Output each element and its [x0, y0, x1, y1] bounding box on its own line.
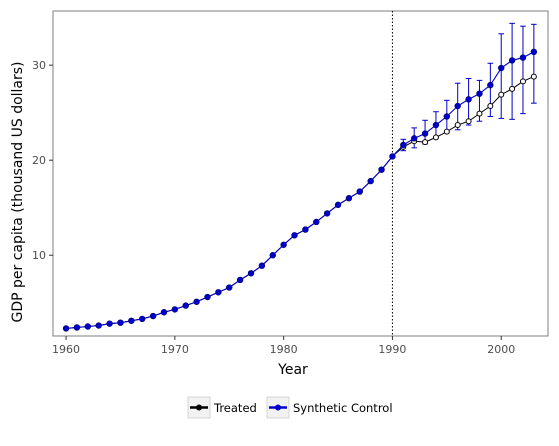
point-synthetic — [204, 293, 211, 301]
legend-label-treated: Treated — [213, 401, 257, 415]
point-synthetic — [356, 188, 363, 195]
point-synthetic — [389, 153, 396, 160]
point-synthetic — [139, 315, 146, 323]
point-synthetic — [432, 121, 440, 129]
point-synthetic — [106, 320, 113, 327]
point-synthetic — [367, 177, 374, 185]
point-synthetic — [236, 276, 244, 284]
point-synthetic — [95, 322, 102, 329]
x-tick-label: 1960 — [52, 343, 80, 356]
point-synthetic — [62, 325, 70, 332]
y-tick-label: 30 — [32, 59, 46, 72]
chart-marks — [62, 11, 538, 336]
point-synthetic — [302, 226, 309, 233]
y-axis-title: GDP per capita (thousand US dollars) — [10, 61, 26, 322]
legend-label-synthetic: Synthetic Control — [293, 401, 393, 415]
point-synthetic — [117, 319, 124, 326]
point-synthetic — [345, 195, 353, 202]
point-treated — [465, 118, 472, 125]
x-tick-label: 2000 — [487, 343, 515, 356]
point-synthetic — [421, 130, 429, 137]
point-synthetic — [476, 90, 483, 97]
point-synthetic — [280, 241, 287, 248]
x-tick-label: 1990 — [378, 343, 406, 356]
point-treated — [476, 110, 483, 117]
point-synthetic — [193, 298, 200, 305]
point-synthetic — [465, 96, 472, 103]
point-synthetic — [498, 64, 505, 72]
point-treated — [519, 78, 526, 85]
legend: Treated Synthetic Control — [187, 396, 393, 419]
point-synthetic — [128, 317, 135, 324]
legend-marker-treated — [196, 404, 202, 411]
point-synthetic — [443, 113, 451, 120]
point-synthetic — [454, 102, 461, 110]
point-synthetic — [171, 306, 179, 313]
point-synthetic — [378, 166, 385, 173]
point-treated — [498, 91, 505, 98]
point-synthetic — [508, 57, 516, 64]
point-synthetic — [334, 201, 342, 209]
point-synthetic — [258, 262, 266, 269]
x-tick-label: 1970 — [161, 343, 189, 356]
point-synthetic — [84, 323, 92, 330]
point-synthetic — [313, 218, 320, 226]
point-synthetic — [291, 232, 298, 239]
point-synthetic — [269, 252, 276, 259]
chart-axes: 1960 1970 1980 1990 2000 10 20 30 — [32, 59, 515, 356]
point-synthetic — [400, 141, 407, 149]
point-treated — [509, 85, 516, 92]
point-treated — [422, 139, 429, 146]
point-synthetic — [487, 81, 494, 89]
point-treated — [443, 128, 450, 135]
y-tick-label: 10 — [32, 249, 46, 262]
point-synthetic — [73, 324, 81, 331]
plot-panel — [52, 10, 549, 337]
point-synthetic — [323, 210, 331, 217]
x-axis-title: Year — [277, 362, 308, 378]
x-tick-label: 1980 — [270, 343, 298, 356]
y-tick-label: 20 — [32, 154, 46, 167]
point-synthetic — [149, 312, 157, 320]
point-treated — [454, 122, 461, 129]
point-treated — [487, 103, 494, 110]
point-synthetic — [160, 309, 168, 316]
point-synthetic — [215, 289, 222, 296]
point-synthetic — [247, 270, 255, 277]
point-synthetic — [410, 135, 418, 142]
legend-marker-synthetic — [275, 404, 281, 411]
point-synthetic — [519, 54, 527, 61]
point-synthetic — [182, 302, 189, 309]
point-synthetic — [530, 48, 538, 56]
point-treated — [530, 73, 537, 80]
point-treated — [432, 134, 439, 141]
point-synthetic — [226, 284, 233, 291]
